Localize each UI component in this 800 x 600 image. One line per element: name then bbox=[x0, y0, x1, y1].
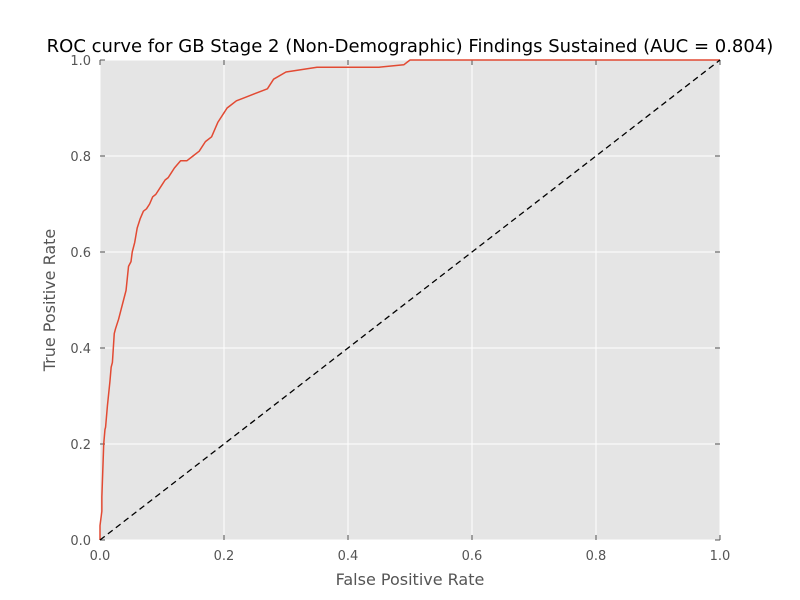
y-axis-label: True Positive Rate bbox=[40, 229, 59, 373]
grid-lines bbox=[99, 59, 721, 541]
x-tick-label: 0.4 bbox=[338, 549, 359, 564]
chart-title: ROC curve for GB Stage 2 (Non-Demographi… bbox=[47, 36, 774, 57]
x-tick-label: 0.8 bbox=[586, 549, 607, 564]
x-tick-label: 0.2 bbox=[214, 549, 235, 564]
tick-labels: 0.0 0.2 0.4 0.6 0.8 1.0 0.0 0.2 0.4 0.6 0.8 1.0 bbox=[70, 54, 730, 564]
x-axis-label: False Positive Rate bbox=[336, 570, 485, 589]
roc-curve-line bbox=[99, 59, 720, 540]
y-tick-label: 0.6 bbox=[70, 246, 91, 261]
y-tick-label: 0.8 bbox=[70, 150, 91, 165]
y-tick-label: 0.0 bbox=[70, 534, 91, 549]
y-tick-label: 0.4 bbox=[70, 342, 91, 357]
x-tick-label: 1.0 bbox=[710, 549, 731, 564]
series-layer bbox=[99, 59, 721, 541]
chance-diagonal-line bbox=[99, 59, 721, 541]
y-tick-label: 0.2 bbox=[70, 438, 91, 453]
x-tick-label: 0.0 bbox=[90, 549, 111, 564]
x-tick-label: 0.6 bbox=[462, 549, 483, 564]
y-tick-label: 1.0 bbox=[70, 54, 91, 69]
